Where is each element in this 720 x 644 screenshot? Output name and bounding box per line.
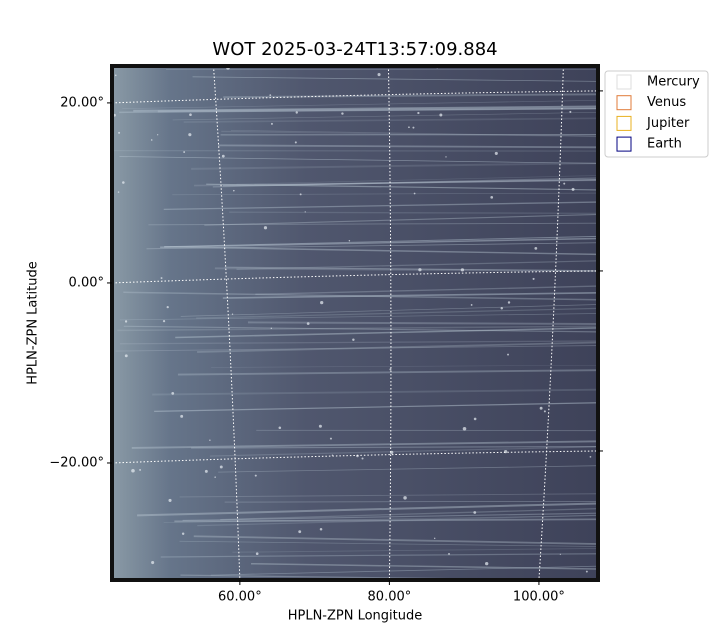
star <box>389 368 391 370</box>
star <box>378 73 381 76</box>
x-tick-label: 60.00° <box>218 590 262 605</box>
legend-label: Venus <box>647 95 686 110</box>
star <box>473 511 476 514</box>
star <box>461 268 464 271</box>
star <box>330 438 332 440</box>
star <box>118 132 120 134</box>
star <box>534 247 537 250</box>
star <box>205 470 208 473</box>
star <box>448 553 450 555</box>
star <box>320 528 323 531</box>
star <box>300 193 302 195</box>
star <box>122 181 125 184</box>
star <box>151 139 153 141</box>
star <box>163 320 165 322</box>
star <box>115 75 117 77</box>
star <box>544 410 546 412</box>
star <box>188 133 191 136</box>
star <box>256 552 259 555</box>
star <box>232 314 233 315</box>
star <box>586 571 588 573</box>
star <box>209 440 210 441</box>
chart-title: WOT 2025-03-24T13:57:09.884 <box>212 39 497 60</box>
star <box>118 191 119 192</box>
star <box>403 496 406 499</box>
star <box>279 426 282 429</box>
star <box>463 427 467 431</box>
star <box>590 456 592 458</box>
x-tick-label: 80.00° <box>368 590 412 605</box>
star <box>168 499 171 502</box>
y-tick-label: 0.00° <box>69 275 104 290</box>
star <box>298 530 301 533</box>
star <box>271 328 272 329</box>
star <box>182 532 184 534</box>
star <box>220 466 223 469</box>
star <box>414 193 416 195</box>
star <box>189 113 192 116</box>
star <box>171 392 174 395</box>
star <box>572 188 575 191</box>
y-axis-label: HPLN-ZPN Latitude <box>26 261 41 384</box>
star <box>305 211 306 212</box>
star <box>362 457 364 459</box>
star <box>183 151 185 153</box>
star <box>434 538 435 539</box>
star <box>508 301 510 303</box>
star <box>445 156 446 157</box>
x-tick-label: 100.00° <box>513 590 565 605</box>
legend-label: Earth <box>647 137 682 152</box>
star <box>167 306 169 308</box>
star <box>495 152 498 155</box>
star <box>139 469 141 471</box>
y-tick-label: −20.00° <box>49 455 104 470</box>
star <box>412 127 414 129</box>
star <box>295 141 297 143</box>
star <box>485 562 488 565</box>
star <box>490 196 493 199</box>
star <box>233 190 235 192</box>
star <box>269 94 271 96</box>
star <box>319 425 322 428</box>
x-axis-label: HPLN-ZPN Longitude <box>288 609 423 624</box>
star <box>408 126 410 128</box>
legend-label: Jupiter <box>646 116 690 131</box>
star <box>264 226 267 229</box>
star <box>255 475 257 477</box>
star <box>214 476 216 478</box>
star <box>151 561 154 564</box>
star <box>439 114 442 117</box>
star <box>180 415 183 418</box>
star <box>507 354 509 356</box>
y-tick-label: 20.00° <box>60 95 104 110</box>
star <box>501 307 503 309</box>
star <box>307 322 310 325</box>
star <box>125 354 128 357</box>
star <box>533 278 535 280</box>
star <box>349 240 350 241</box>
star <box>222 155 225 158</box>
star <box>161 277 163 279</box>
star <box>341 112 343 114</box>
star <box>125 320 127 322</box>
legend-label: Mercury <box>647 75 700 90</box>
star <box>418 268 421 271</box>
star <box>471 304 473 306</box>
star <box>417 112 419 114</box>
star <box>563 183 565 185</box>
star <box>271 123 273 125</box>
star <box>320 301 323 304</box>
star <box>131 469 135 473</box>
star <box>157 134 158 135</box>
star <box>540 407 543 410</box>
star <box>560 554 561 555</box>
star <box>296 111 298 113</box>
star <box>474 418 477 421</box>
star <box>352 339 354 341</box>
star <box>569 111 571 113</box>
